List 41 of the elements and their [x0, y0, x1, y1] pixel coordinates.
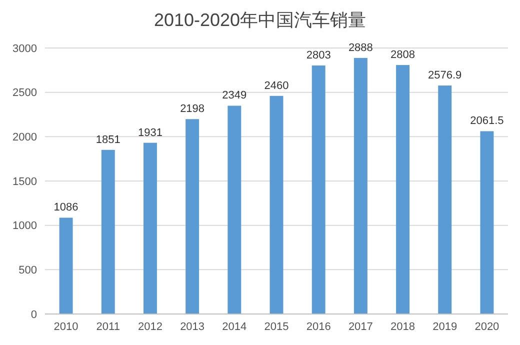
y-tick-label: 2500: [12, 87, 37, 100]
x-tick-label: 2012: [138, 321, 162, 333]
y-tick-label: 0: [30, 308, 37, 321]
data-label: 2061.5: [470, 115, 504, 128]
data-label: 2803: [306, 49, 331, 62]
y-tick-label: 2000: [12, 132, 37, 144]
data-label: 2198: [180, 103, 205, 116]
x-tick-label: 2019: [432, 321, 458, 333]
bar: [354, 58, 368, 314]
y-tick-label: 1500: [12, 176, 37, 188]
data-label: 2576.9: [428, 70, 462, 82]
y-tick-label: 3000: [12, 42, 37, 55]
data-label: 2460: [264, 80, 289, 92]
chart-title: 2010-2020年中国汽车销量: [154, 10, 366, 30]
x-tick-label: 2015: [264, 321, 289, 333]
x-tick-label: 2020: [474, 321, 500, 333]
bar: [312, 65, 326, 314]
bar: [270, 96, 284, 314]
x-tick-label: 2016: [306, 321, 331, 333]
y-tick-label: 1000: [12, 220, 37, 232]
bar: [228, 106, 242, 314]
x-tick-label: 2018: [390, 321, 416, 333]
x-tick-label: 2017: [348, 321, 373, 333]
x-tick-label: 2010: [54, 321, 78, 333]
data-label: 2349: [222, 90, 247, 102]
y-tick-label: 500: [18, 264, 37, 277]
bar: [186, 119, 200, 314]
data-label: 2808: [390, 49, 416, 62]
x-tick-label: 2014: [222, 321, 247, 333]
data-label: 1086: [54, 202, 78, 214]
bar: [438, 86, 452, 314]
bar: [143, 142, 157, 314]
bar: [480, 131, 494, 314]
x-tick-label: 2011: [96, 321, 120, 333]
bar: [101, 150, 115, 314]
bar: [396, 65, 410, 314]
data-label: 2888: [348, 42, 373, 54]
bar: [59, 218, 73, 314]
x-tick-label: 2013: [180, 321, 205, 333]
data-label: 1851: [96, 134, 120, 146]
data-label: 1931: [138, 126, 162, 139]
